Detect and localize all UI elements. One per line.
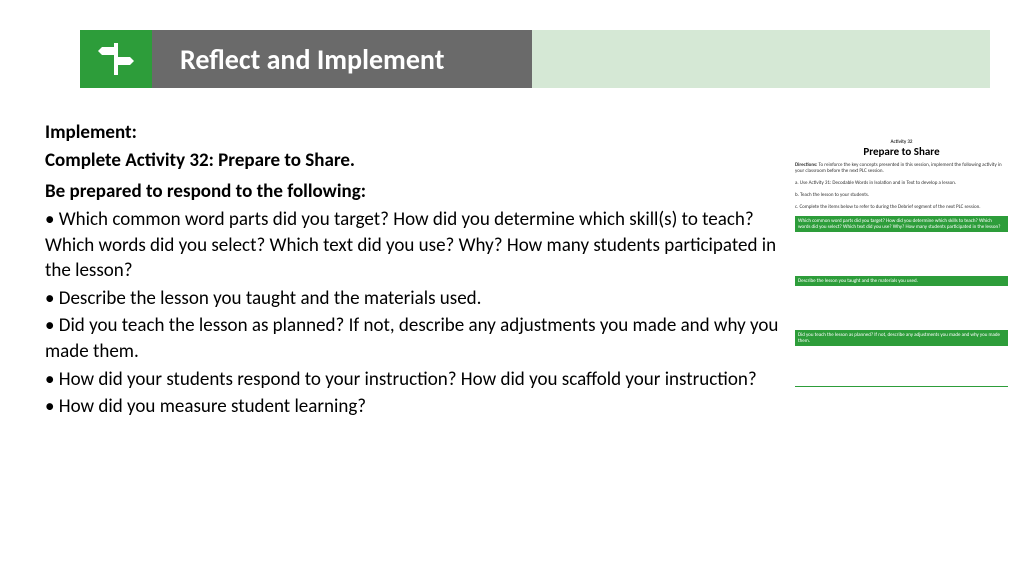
heading-implement: Implement: — [45, 120, 785, 146]
thumb-header: Activity 32 Prepare to Share — [795, 139, 1008, 158]
thumb-bar-3: Did you teach the lesson as planned? If … — [795, 330, 1008, 346]
thumb-directions: Directions: To reinforce the key concept… — [795, 162, 1008, 174]
bullet-item: • Describe the lesson you taught and the… — [45, 286, 785, 312]
heading-activity: Complete Activity 32: Prepare to Share. — [45, 148, 785, 174]
thumb-line — [795, 386, 1008, 387]
thumb-item-c: c. Complete the items below to refer to … — [795, 204, 1008, 210]
bullet-item: • Did you teach the lesson as planned? I… — [45, 313, 785, 364]
signpost-icon — [80, 30, 152, 88]
main-content: Implement: Complete Activity 32: Prepare… — [45, 120, 785, 422]
thumb-title: Prepare to Share — [795, 145, 1008, 158]
thumb-directions-text: To reinforce the key concepts presented … — [795, 162, 1002, 174]
worksheet-thumbnail: Activity 32 Prepare to Share Directions:… — [789, 135, 1014, 435]
thumb-item-b: b. Teach the lesson to your students. — [795, 192, 1008, 198]
bullet-item: • Which common word parts did you target… — [45, 207, 785, 284]
bullet-item: • How did you measure student learning? — [45, 394, 785, 420]
bullet-item: • How did your students respond to your … — [45, 367, 785, 393]
banner: Reflect and Implement — [80, 30, 990, 88]
thumb-item-a: a. Use Activity 31: Decodable Words in I… — [795, 180, 1008, 186]
banner-title: Reflect and Implement — [152, 30, 532, 88]
thumb-bar-1: Which common word parts did you target? … — [795, 216, 1008, 232]
thumb-bar-2: Describe the lesson you taught and the m… — [795, 276, 1008, 286]
heading-prepared: Be prepared to respond to the following: — [45, 179, 785, 205]
